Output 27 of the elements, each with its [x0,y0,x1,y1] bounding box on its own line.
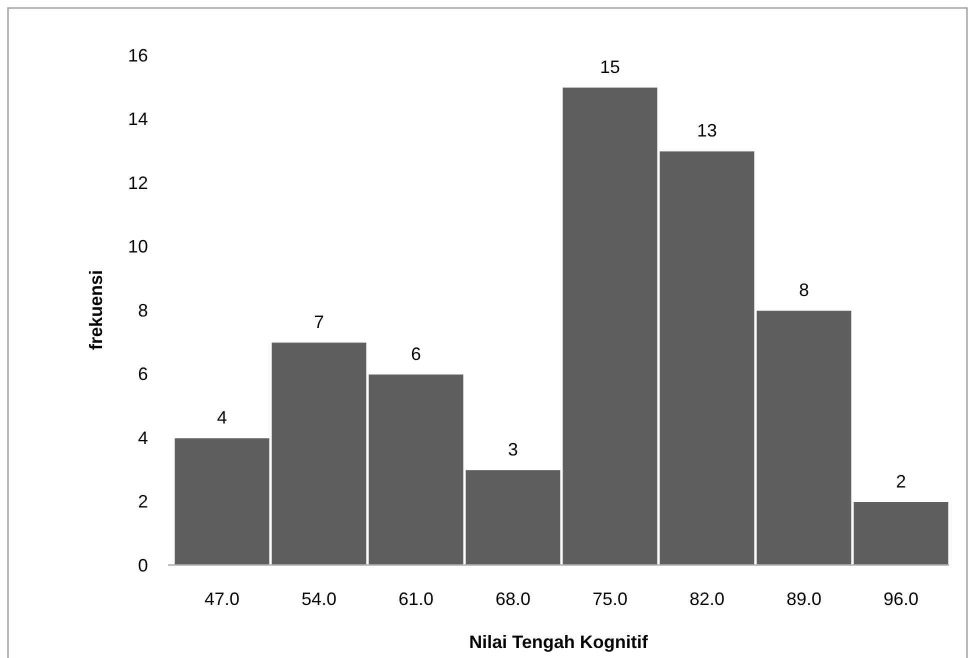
y-axis-title: frekuensi [86,270,106,350]
x-tick-label: 47.0 [204,589,240,609]
x-tick-label: 89.0 [786,589,822,609]
data-label: 13 [696,120,718,141]
x-axis-title: Nilai Tengah Kognitif [469,632,649,652]
data-label: 4 [217,408,228,428]
data-label: 6 [411,344,422,364]
x-tick-label: 68.0 [495,589,531,609]
y-tick-label: 4 [138,428,148,448]
y-tick-label: 2 [138,492,148,512]
data-label: 8 [798,280,809,300]
y-tick-label: 10 [128,236,148,257]
y-tick-label: 8 [138,300,148,320]
y-tick-label: 14 [128,109,148,130]
x-tick-label: 82.0 [689,589,725,609]
x-tick-label: 61.0 [398,589,434,609]
y-tick-label: 12 [128,172,148,193]
y-tick-label: 0 [138,555,148,576]
data-label: 15 [600,56,620,77]
data-label: 3 [508,439,518,460]
x-tick-label: 54.0 [301,589,337,609]
data-label: 7 [314,312,324,332]
x-tick-label: 75.0 [592,589,628,609]
y-tick-label: 16 [128,45,148,66]
y-tick-label: 6 [138,364,148,384]
x-tick-label: 96.0 [883,589,919,609]
data-label: 2 [896,471,906,492]
